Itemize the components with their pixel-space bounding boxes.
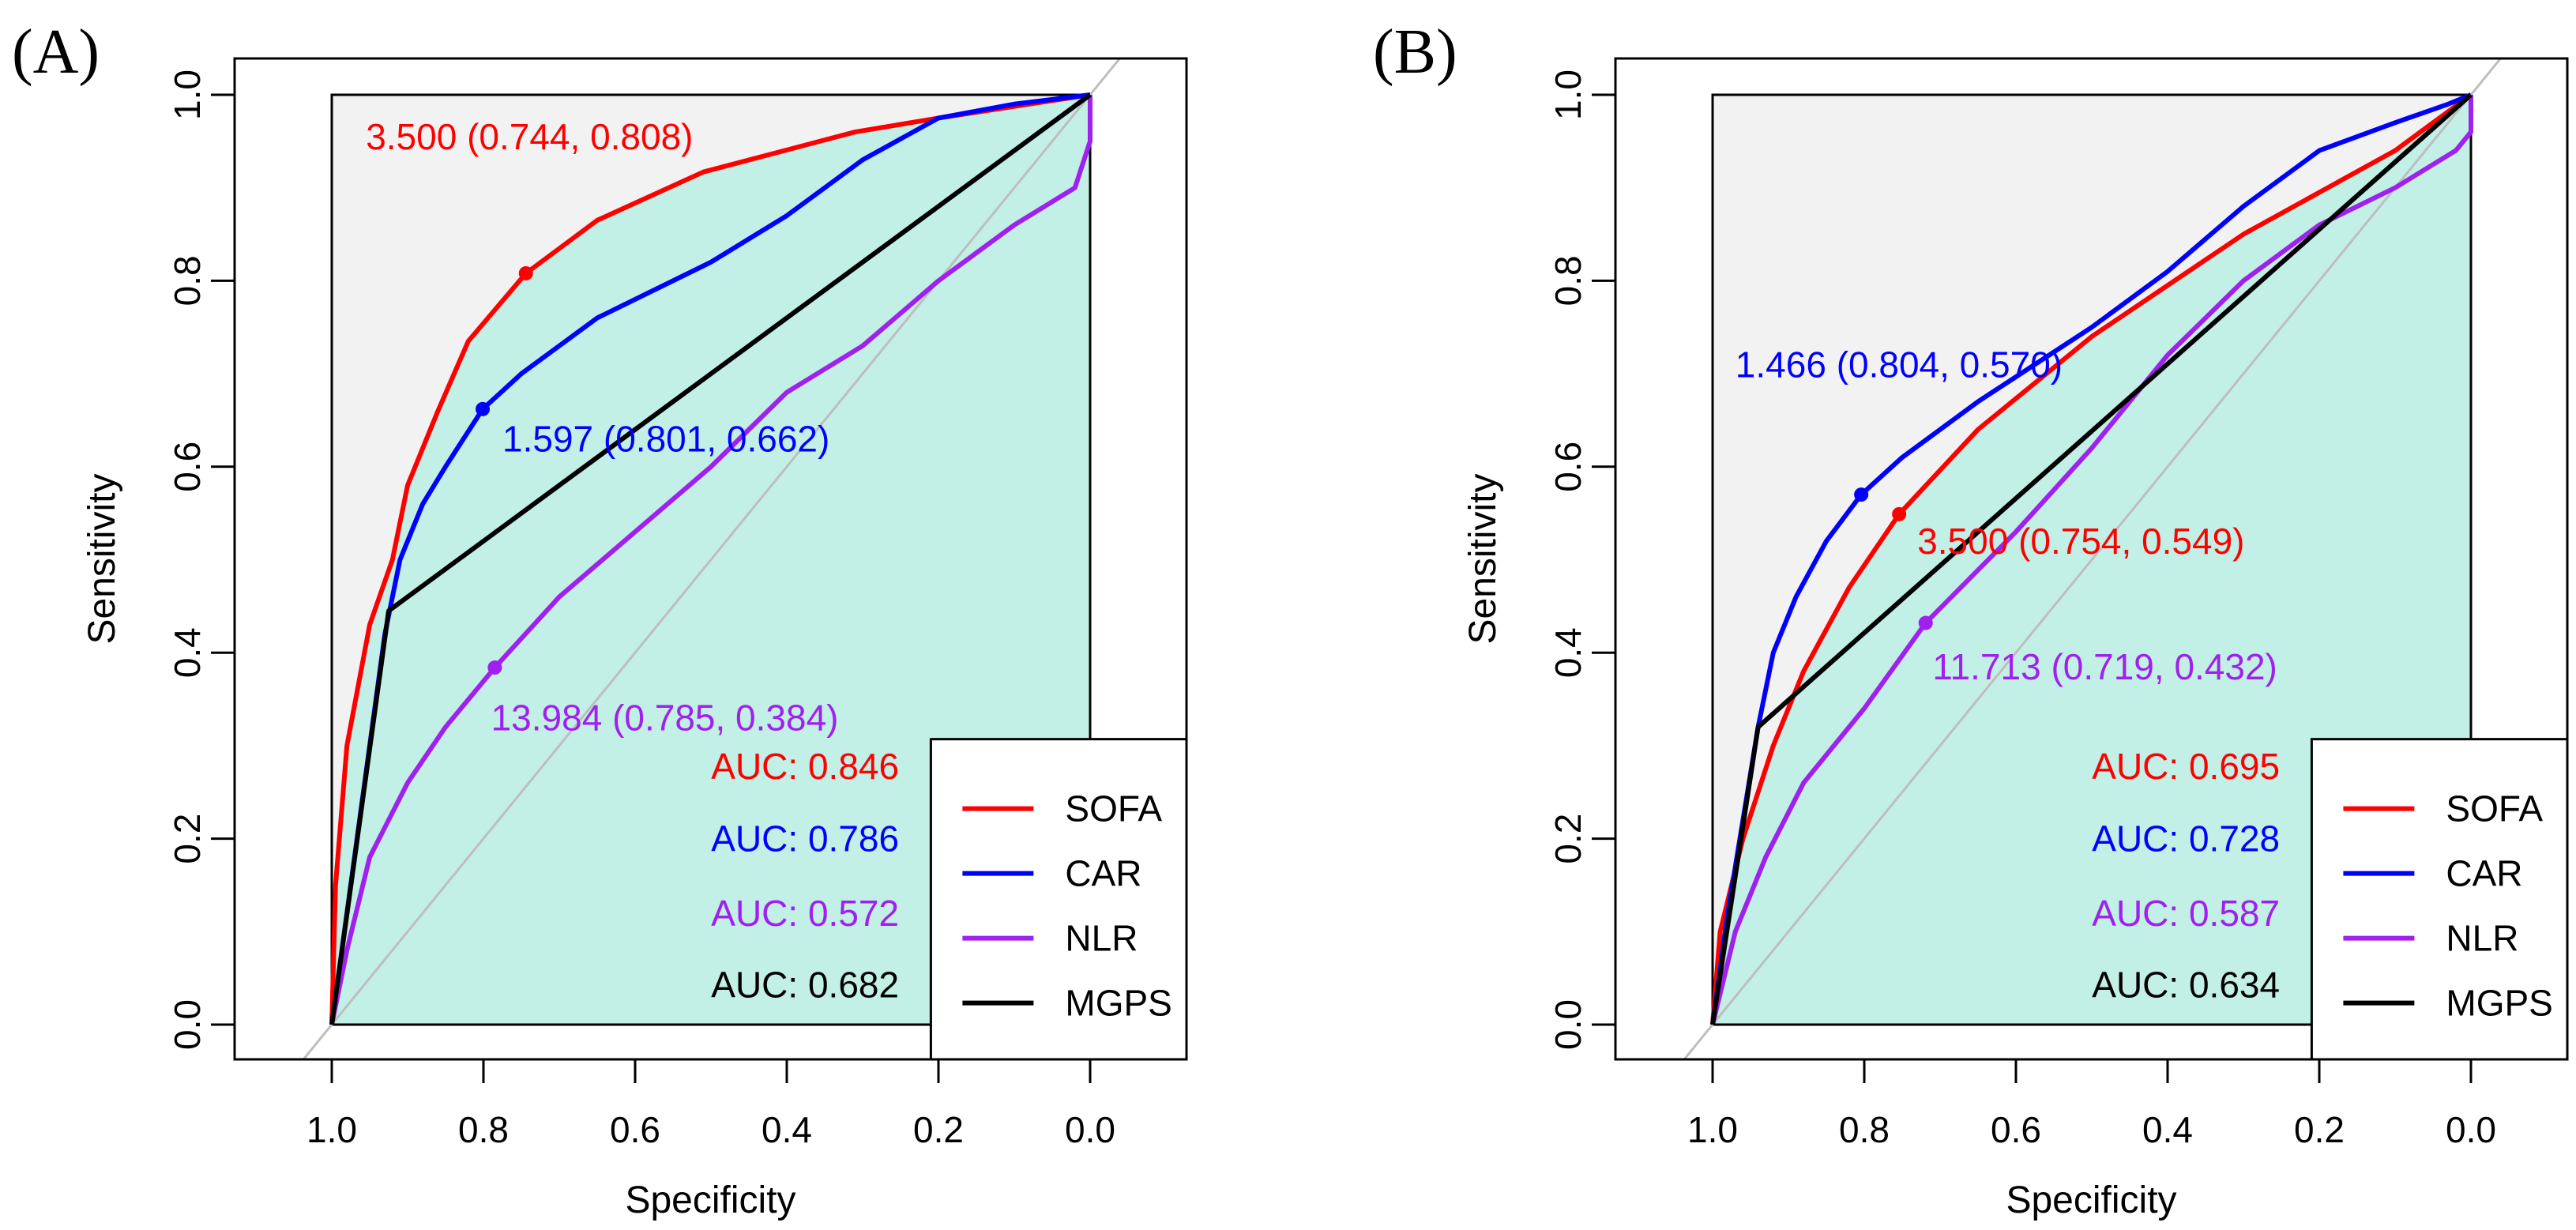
legend-box — [2310, 738, 2569, 1061]
roc-curve-sofa — [329, 92, 1091, 1025]
max-auc-border — [1711, 93, 2473, 1026]
threshold-label-sofa: 3.500 (0.754, 0.549) — [1917, 521, 2244, 562]
y-tick-label: 0.2 — [1547, 814, 1589, 864]
x-tick-label: 1.0 — [306, 1109, 357, 1150]
reference-diagonal — [302, 58, 1122, 1059]
auc-label-car: AUC: 0.786 — [711, 818, 899, 859]
threshold-label-nlr: 11.713 (0.719, 0.432) — [1932, 646, 2277, 687]
threshold-point-car — [1854, 487, 1869, 502]
x-tick-label: 0.0 — [1065, 1109, 1115, 1150]
threshold-point-nlr — [487, 660, 502, 675]
y-axis-label: Sensitivity — [81, 473, 123, 644]
x-tick-label: 0.8 — [1839, 1109, 1890, 1150]
y-tick-label: 0.2 — [167, 814, 208, 864]
auc-label-nlr: AUC: 0.587 — [2092, 893, 2280, 934]
threshold-label-sofa: 3.500 (0.744, 0.808) — [366, 116, 693, 157]
y-tick-label: 0.4 — [1547, 627, 1589, 678]
threshold-point-sofa — [1892, 506, 1907, 521]
roc-panel-b: 3.500 (0.754, 0.549) 1.466 (0.804, 0.570)… — [1373, 17, 2569, 1221]
x-tick-label: 0.0 — [2446, 1109, 2496, 1150]
threshold-point-car — [476, 401, 491, 416]
x-tick-label: 1.0 — [1687, 1109, 1738, 1150]
y-tick-label: 0.6 — [167, 442, 208, 492]
legend-label-sofa: SOFA — [1065, 788, 1162, 829]
auc-label-sofa: AUC: 0.695 — [2092, 746, 2280, 787]
panel-label: (A) — [12, 17, 100, 87]
x-axis-label: Specificity — [625, 1179, 795, 1221]
threshold-point-sofa — [518, 265, 533, 280]
legend-label-car: CAR — [2446, 853, 2522, 894]
x-tick-label: 0.6 — [1991, 1109, 2041, 1150]
auc-label-mgps: AUC: 0.634 — [2092, 964, 2280, 1005]
auc-label-car: AUC: 0.728 — [2092, 818, 2280, 859]
y-tick-label: 0.0 — [167, 999, 208, 1050]
x-tick-label: 0.8 — [458, 1109, 509, 1150]
x-tick-label: 0.2 — [2294, 1109, 2345, 1150]
legend-label-mgps: MGPS — [2446, 983, 2552, 1024]
plot-area — [302, 58, 1122, 1059]
auc-label-mgps: AUC: 0.682 — [711, 964, 899, 1005]
plot-frame — [1614, 57, 2569, 1061]
auc-label-sofa: AUC: 0.846 — [711, 746, 899, 787]
x-tick-label: 0.4 — [762, 1109, 812, 1150]
plot-frame — [233, 57, 1188, 1061]
x-axis-label: Specificity — [2006, 1179, 2176, 1221]
legend-label-sofa: SOFA — [2446, 788, 2543, 829]
y-tick-label: 0.6 — [1547, 442, 1589, 492]
legend-label-nlr: NLR — [2446, 918, 2518, 959]
legend-box — [929, 738, 1188, 1061]
y-tick-label: 0.0 — [1547, 999, 1589, 1050]
max-auc-border — [330, 93, 1092, 1026]
y-tick-label: 0.4 — [167, 627, 208, 678]
y-tick-label: 0.8 — [1547, 255, 1589, 306]
y-tick-label: 1.0 — [1547, 70, 1589, 120]
y-axis-label: Sensitivity — [1462, 473, 1504, 644]
threshold-label-car: 1.466 (0.804, 0.570) — [1736, 344, 2063, 385]
x-tick-label: 0.2 — [913, 1109, 964, 1150]
roc-curve-mgps — [329, 92, 1092, 1025]
plot-area — [1683, 58, 2503, 1059]
y-tick-label: 1.0 — [167, 70, 208, 120]
threshold-label-nlr: 13.984 (0.785, 0.384) — [491, 698, 839, 739]
threshold-label-car: 1.597 (0.801, 0.662) — [502, 418, 829, 459]
panel-label: (B) — [1373, 17, 1457, 87]
y-tick-label: 0.8 — [167, 255, 208, 306]
threshold-point-nlr — [1918, 615, 1933, 630]
legend: SOFA CAR NLR MGPS — [2310, 738, 2569, 1061]
reference-diagonal — [1683, 58, 2503, 1059]
roc-curve-nlr — [329, 95, 1092, 1025]
roc-curve-nlr — [1710, 95, 2473, 1025]
legend-label-car: CAR — [1065, 853, 1141, 894]
auc-label-nlr: AUC: 0.572 — [711, 893, 899, 934]
roc-curve-mgps — [1710, 92, 2473, 1025]
legend-label-mgps: MGPS — [1065, 983, 1171, 1024]
x-tick-label: 0.6 — [610, 1109, 660, 1150]
roc-panel-a: 3.500 (0.744, 0.808) 1.597 (0.801, 0.662)… — [12, 17, 1188, 1221]
legend-label-nlr: NLR — [1065, 918, 1138, 959]
legend: SOFA CAR NLR MGPS — [929, 738, 1188, 1061]
x-tick-label: 0.4 — [2142, 1109, 2193, 1150]
